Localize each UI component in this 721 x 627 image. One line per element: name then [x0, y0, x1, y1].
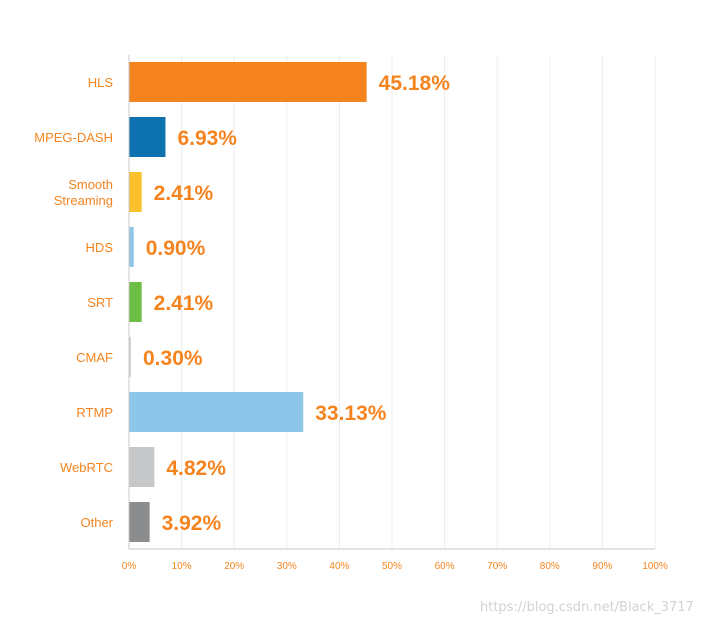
bar — [129, 502, 150, 542]
y-category-label: MPEG-DASH — [34, 130, 113, 145]
bar — [129, 282, 142, 322]
data-label: 33.13% — [315, 402, 387, 425]
x-tick-label: 40% — [329, 561, 349, 572]
y-category-label: Smooth — [68, 177, 113, 192]
data-label: 2.41% — [154, 182, 214, 205]
bar — [129, 392, 304, 432]
data-label: 4.82% — [166, 457, 226, 480]
y-category-label: HLS — [88, 75, 114, 90]
x-tick-label: 50% — [382, 561, 402, 572]
data-label: 3.92% — [162, 512, 222, 535]
x-tick-label: 80% — [540, 561, 560, 572]
bar — [129, 337, 131, 377]
labels: 0% 10% 20% 30% 40% 50% 60% 70% 80% 90% 100% HLS 45.1… — [34, 72, 668, 572]
x-tick-label: 70% — [487, 561, 507, 572]
y-category-label: CMAF — [76, 350, 113, 365]
x-tick-label: 30% — [277, 561, 297, 572]
data-label: 0.90% — [146, 237, 206, 260]
y-category-label: RTMP — [76, 405, 113, 420]
bar — [129, 117, 166, 157]
gridlines — [181, 55, 656, 549]
bars — [129, 62, 367, 542]
y-category-label: SRT — [87, 295, 113, 310]
y-category-label: HDS — [86, 240, 114, 255]
y-category-label: Other — [80, 515, 113, 530]
x-tick-label: 90% — [592, 561, 612, 572]
x-tick-label: 10% — [172, 561, 192, 572]
x-tick-label: 0% — [122, 561, 137, 572]
y-category-label: Streaming — [54, 193, 113, 208]
bar — [129, 62, 367, 102]
data-label: 6.93% — [177, 127, 237, 150]
bar — [129, 227, 134, 267]
axes — [128, 55, 655, 550]
x-tick-label: 60% — [435, 561, 455, 572]
y-category-label: WebRTC — [60, 460, 113, 475]
data-label: 0.30% — [143, 347, 203, 370]
data-label: 45.18% — [379, 72, 451, 95]
bar — [129, 447, 155, 487]
bar — [129, 172, 142, 212]
data-label: 2.41% — [154, 292, 214, 315]
watermark-text: https://blog.csdn.net/Black_3717 — [480, 600, 694, 615]
x-tick-label: 100% — [642, 561, 668, 572]
x-tick-label: 20% — [224, 561, 244, 572]
